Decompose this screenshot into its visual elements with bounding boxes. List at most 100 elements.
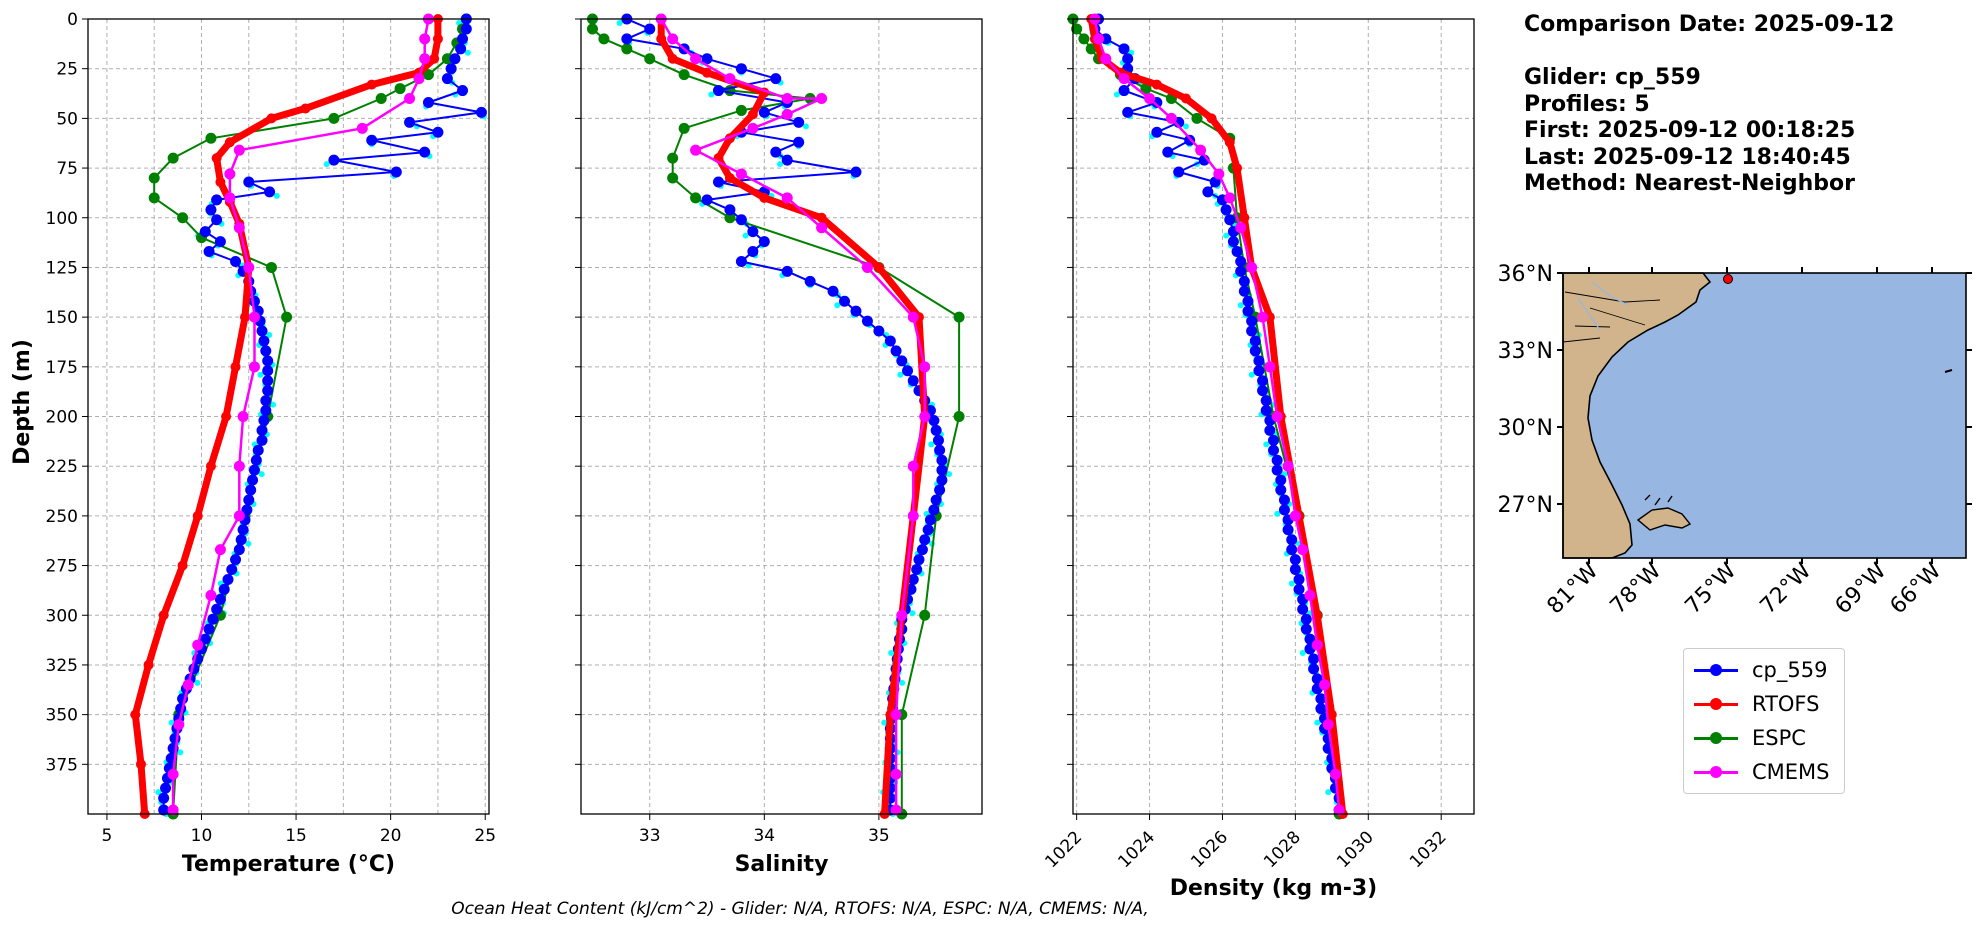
data-point [419, 53, 431, 65]
data-point [1231, 246, 1243, 258]
data-point [1257, 311, 1269, 323]
data-point [953, 311, 965, 323]
legend-label: cp_559 [1752, 658, 1828, 682]
data-point [1246, 325, 1258, 337]
data-point [135, 759, 146, 770]
raw-data-point [194, 679, 201, 686]
x-tick-label: 25 [474, 826, 496, 846]
data-point [1162, 146, 1174, 158]
data-point [1238, 275, 1250, 287]
raw-data-point [834, 302, 841, 309]
data-point [1326, 709, 1337, 720]
raw-glider-dots [1088, 19, 1345, 817]
glider-position-marker [1723, 274, 1733, 284]
data-point [644, 53, 656, 65]
series-cmems [167, 13, 434, 816]
data-point [203, 623, 215, 635]
data-point [934, 484, 946, 496]
data-point [702, 67, 713, 78]
data-point [226, 564, 238, 576]
data-point [266, 113, 277, 124]
raw-data-point [742, 232, 749, 239]
data-point [816, 93, 828, 104]
data-point [233, 510, 245, 522]
data-point [712, 176, 724, 188]
data-point [770, 73, 782, 85]
data-point [182, 679, 194, 691]
data-point [404, 116, 416, 128]
x-axis-label: Density (kg m-3) [1170, 876, 1378, 901]
profile-count: Profiles: 5 [1524, 91, 1650, 117]
data-point [1315, 693, 1327, 705]
ohc-footer: Ocean Heat Content (kJ/cm^2) - Glider: N… [451, 899, 1149, 919]
raw-data-point [909, 610, 916, 617]
data-point [1300, 623, 1312, 635]
data-point [457, 85, 469, 97]
lat-label: 27°N [1498, 493, 1553, 518]
data-point [455, 43, 467, 55]
data-point [1304, 633, 1316, 645]
map-rivers [1577, 281, 1629, 331]
data-point [432, 33, 443, 44]
data-point [1289, 564, 1301, 576]
data-point [1315, 703, 1327, 715]
data-point [890, 709, 902, 721]
data-point [460, 23, 472, 35]
data-point [192, 510, 203, 521]
data-point [230, 255, 242, 267]
data-point [177, 560, 188, 571]
legend-item-cmems: CMEMS [1694, 757, 1830, 787]
y-tick-label: 150 [46, 308, 78, 328]
data-point [205, 461, 216, 472]
data-point [429, 53, 440, 64]
map-state-borders [1562, 291, 1661, 343]
data-point [1238, 285, 1250, 297]
series-espc [586, 13, 965, 820]
data-point [936, 454, 948, 466]
data-point [233, 544, 245, 556]
data-point [911, 564, 923, 576]
data-point [907, 375, 919, 387]
data-point [1297, 603, 1309, 615]
data-point [1122, 53, 1134, 65]
data-point [712, 85, 724, 97]
data-point [735, 255, 747, 267]
data-point [205, 204, 217, 216]
data-point [781, 192, 793, 204]
data-point [922, 524, 934, 536]
data-point [248, 311, 260, 323]
data-point [262, 355, 274, 367]
lat-label: 36°N [1498, 262, 1553, 287]
data-point [1268, 434, 1279, 446]
data-point [924, 514, 936, 526]
data-point [281, 311, 293, 323]
data-point [422, 96, 434, 108]
data-point [143, 659, 154, 670]
map-cuba [1636, 507, 1692, 531]
data-point [747, 246, 759, 258]
data-point [758, 106, 770, 118]
data-point [258, 414, 270, 426]
lon-label: 81°W [1543, 558, 1604, 619]
data-point [907, 510, 919, 522]
data-point [1144, 93, 1156, 104]
data-point [173, 719, 185, 731]
data-point [919, 534, 931, 546]
data-point [160, 782, 172, 794]
data-point [890, 345, 902, 357]
data-point [804, 275, 816, 287]
data-point [243, 176, 255, 188]
data-point [781, 108, 793, 120]
data-point [328, 154, 340, 166]
data-point [233, 460, 245, 472]
map-frame [1562, 272, 1967, 559]
series-line [1093, 18, 1341, 811]
data-point [1268, 444, 1279, 456]
lon-label: 66°W [1886, 558, 1947, 619]
data-point [1242, 305, 1254, 317]
data-point [260, 405, 272, 417]
data-point [896, 609, 908, 621]
data-point [214, 593, 226, 605]
data-point [770, 146, 782, 158]
